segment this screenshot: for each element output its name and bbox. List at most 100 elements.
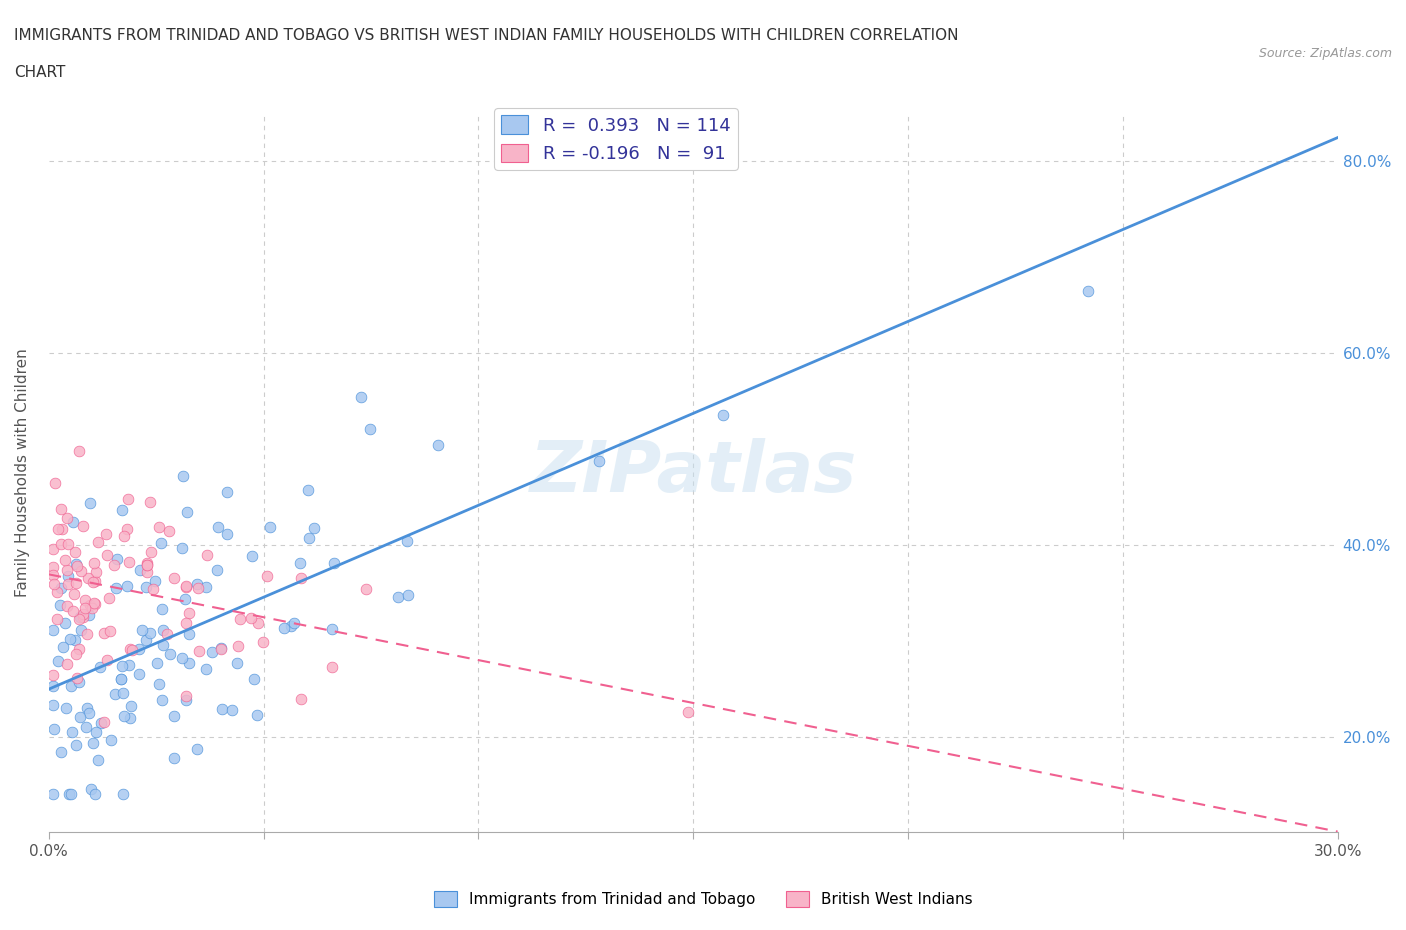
Point xyxy=(297,483,319,498)
Point xyxy=(172,468,194,483)
Point xyxy=(84,596,107,611)
Y-axis label: Family Households with Children: Family Households with Children xyxy=(15,349,30,597)
Point xyxy=(87,752,110,767)
Point xyxy=(115,522,138,537)
Point xyxy=(163,751,186,765)
Point xyxy=(67,642,90,657)
Point xyxy=(98,624,121,639)
Point xyxy=(89,659,111,674)
Point xyxy=(67,674,90,689)
Point xyxy=(163,709,186,724)
Point xyxy=(42,668,65,683)
Point xyxy=(215,526,238,541)
Point xyxy=(45,585,67,600)
Point xyxy=(42,787,65,802)
Point xyxy=(225,656,247,671)
Point xyxy=(53,616,76,631)
Point xyxy=(58,787,80,802)
Point xyxy=(65,737,87,752)
Point xyxy=(290,571,312,586)
Point xyxy=(221,702,243,717)
Point xyxy=(44,475,66,490)
Point xyxy=(118,658,141,673)
Point xyxy=(66,559,89,574)
Point xyxy=(387,589,409,604)
Point xyxy=(96,652,118,667)
Point xyxy=(135,558,157,573)
Point xyxy=(131,623,153,638)
Point xyxy=(69,610,91,625)
Point xyxy=(70,623,93,638)
Point xyxy=(75,601,97,616)
Point xyxy=(42,542,65,557)
Point xyxy=(76,627,98,642)
Point xyxy=(711,408,734,423)
Point xyxy=(145,656,167,671)
Text: IMMIGRANTS FROM TRINIDAD AND TOBAGO VS BRITISH WEST INDIAN FAMILY HOUSEHOLDS WIT: IMMIGRANTS FROM TRINIDAD AND TOBAGO VS B… xyxy=(14,28,959,43)
Point xyxy=(396,534,419,549)
Point xyxy=(321,621,343,636)
Point xyxy=(186,742,208,757)
Point xyxy=(100,733,122,748)
Point xyxy=(79,496,101,511)
Point xyxy=(142,582,165,597)
Point xyxy=(93,626,115,641)
Point xyxy=(174,578,197,593)
Point xyxy=(55,701,77,716)
Point xyxy=(426,437,449,452)
Point xyxy=(51,537,73,551)
Point xyxy=(56,537,79,551)
Point xyxy=(72,518,94,533)
Point xyxy=(139,625,162,640)
Point xyxy=(209,642,232,657)
Point xyxy=(112,709,135,724)
Point xyxy=(65,576,87,591)
Point xyxy=(229,612,252,627)
Point xyxy=(55,563,77,578)
Point xyxy=(283,616,305,631)
Point xyxy=(117,492,139,507)
Point xyxy=(240,549,263,564)
Point xyxy=(49,580,72,595)
Point xyxy=(128,667,150,682)
Point xyxy=(98,591,121,605)
Point xyxy=(59,631,82,646)
Point xyxy=(65,557,87,572)
Point xyxy=(170,651,193,666)
Point xyxy=(55,511,77,525)
Point xyxy=(96,548,118,563)
Point xyxy=(149,536,172,551)
Point xyxy=(103,558,125,573)
Point xyxy=(246,708,269,723)
Point xyxy=(135,580,157,595)
Point xyxy=(176,504,198,519)
Text: Source: ZipAtlas.com: Source: ZipAtlas.com xyxy=(1258,46,1392,60)
Point xyxy=(63,545,86,560)
Point xyxy=(42,560,65,575)
Point xyxy=(112,529,135,544)
Point xyxy=(129,563,152,578)
Point xyxy=(42,567,65,582)
Point xyxy=(75,719,97,734)
Point xyxy=(87,535,110,550)
Point xyxy=(42,679,65,694)
Point xyxy=(118,642,141,657)
Point xyxy=(588,454,610,469)
Point xyxy=(259,519,281,534)
Point xyxy=(139,495,162,510)
Point xyxy=(1077,284,1099,299)
Point xyxy=(298,531,321,546)
Point xyxy=(322,556,344,571)
Point xyxy=(186,577,208,591)
Point xyxy=(243,671,266,686)
Point xyxy=(65,646,87,661)
Point xyxy=(51,502,73,517)
Point xyxy=(252,634,274,649)
Point xyxy=(273,620,295,635)
Point xyxy=(302,521,325,536)
Point xyxy=(187,580,209,595)
Point xyxy=(110,671,132,686)
Point xyxy=(56,657,79,671)
Point xyxy=(136,555,159,570)
Point xyxy=(188,644,211,658)
